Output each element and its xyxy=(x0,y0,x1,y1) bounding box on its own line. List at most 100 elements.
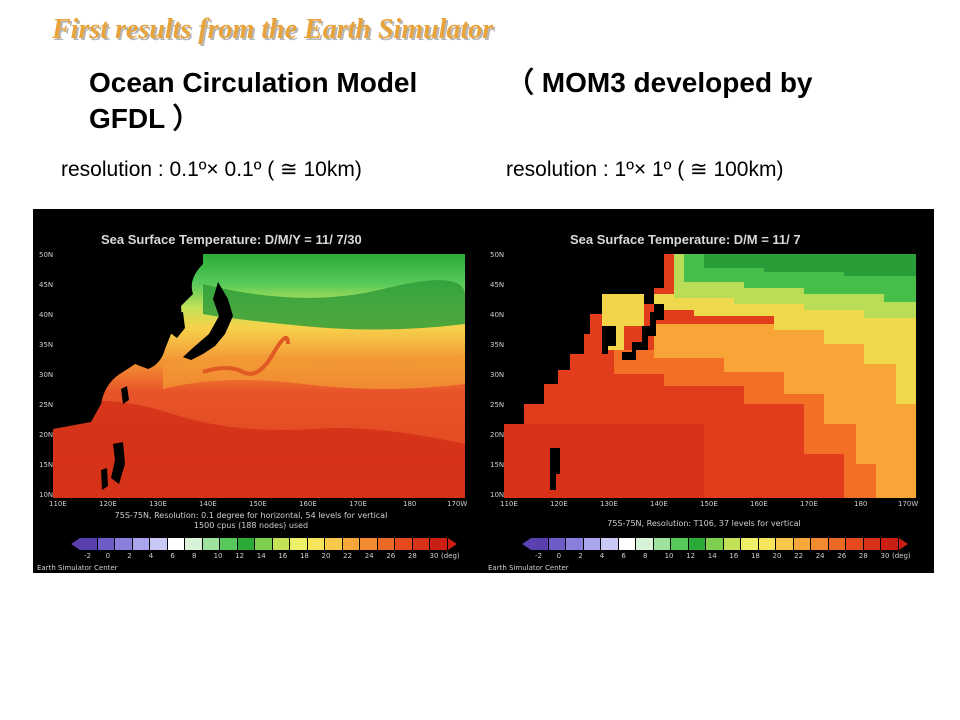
colorbar-tick-label: 20 xyxy=(321,552,331,560)
colorbar-cell xyxy=(601,538,619,550)
left-kuroshio xyxy=(202,335,290,376)
colorbar-tick-label: 24 xyxy=(815,552,825,560)
colorbar-cell xyxy=(255,538,273,550)
right-panel-title: Sea Surface Temperature: D/M = 11/ 7 xyxy=(570,232,801,247)
colorbar-tick-label: 22 xyxy=(343,552,353,560)
lat-tick: 45N xyxy=(490,281,505,289)
colorbar-tick-label: 26 xyxy=(837,552,847,560)
colorbar-cell xyxy=(618,538,636,550)
colorbar-tick-label: 28 xyxy=(858,552,868,560)
colorbar-cell xyxy=(272,538,290,550)
right-band-darkgreen xyxy=(704,254,916,276)
resolution-right: resolution : 1º× 1º ( ≅ 100km) xyxy=(506,158,784,181)
colorbar-tick-label: 14 xyxy=(256,552,266,560)
lat-tick: 35N xyxy=(490,341,505,349)
heading-left: Ocean Circulation Model xyxy=(89,67,418,98)
lon-tick: 130E xyxy=(600,500,618,508)
colorbar-tick-label: 2 xyxy=(127,552,132,560)
colorbar-cell xyxy=(548,538,566,550)
lat-tick: 20N xyxy=(490,431,505,439)
colorbar-tick-label: 18 xyxy=(750,552,760,560)
colorbar-cell xyxy=(566,538,584,550)
colorbar-cell xyxy=(828,538,846,550)
colorbar-cell xyxy=(688,538,706,550)
right-band-yellow xyxy=(654,294,916,404)
colorbar-cell xyxy=(202,538,220,550)
colorbar-tick-label: 26 xyxy=(386,552,396,560)
right-land-asia xyxy=(504,254,664,424)
lon-tick: 150E xyxy=(700,500,718,508)
lat-tick: 25N xyxy=(490,401,505,409)
right-colorbar-arrow-low xyxy=(522,538,531,550)
left-orange-band xyxy=(163,354,465,389)
colorbar-tick-label: 16 xyxy=(729,552,739,560)
right-land-korea xyxy=(602,326,616,354)
lon-tick: 130E xyxy=(149,500,167,508)
colorbar-cell xyxy=(150,538,168,550)
left-colorbar-arrow-low xyxy=(71,538,80,550)
colorbar-cell xyxy=(583,538,601,550)
left-land-japan xyxy=(183,282,233,360)
lon-tick: 140E xyxy=(650,500,668,508)
left-land-korea xyxy=(169,312,185,338)
lat-tick: 45N xyxy=(39,281,54,289)
colorbar-cell xyxy=(741,538,759,550)
lat-tick: 15N xyxy=(490,461,505,469)
colorbar-cell xyxy=(671,538,689,550)
colorbar-cell xyxy=(636,538,654,550)
lon-tick: 180 xyxy=(854,500,868,508)
colorbar-tick-label: 28 xyxy=(407,552,417,560)
colorbar-cell xyxy=(395,538,413,550)
lat-tick: 30N xyxy=(490,371,505,379)
lat-tick: 15N xyxy=(39,461,54,469)
lon-tick: 160E xyxy=(750,500,768,508)
colorbar-tick-label: 4 xyxy=(599,552,605,560)
left-colorbar-arrow-high xyxy=(447,538,457,550)
colorbar-tick-label: -2 xyxy=(84,552,91,560)
colorbar-cell xyxy=(325,538,343,550)
lat-tick: 40N xyxy=(39,311,54,319)
lon-tick: 120E xyxy=(99,500,117,508)
right-colorbar xyxy=(531,538,899,550)
lat-tick: 50N xyxy=(39,251,54,259)
colorbar-cell xyxy=(97,538,115,550)
colorbar-tick-label: 2 xyxy=(578,552,583,560)
left-land-asia xyxy=(53,254,203,429)
colorbar-cell xyxy=(377,538,395,550)
lat-tick: 10N xyxy=(39,491,54,499)
left-colorbar-unit: (deg) xyxy=(441,552,460,560)
colorbar-tick-label: 10 xyxy=(213,552,223,560)
colorbar-tick-label: 8 xyxy=(642,552,648,560)
right-colorbar-unit: (deg) xyxy=(892,552,911,560)
colorbar-cell xyxy=(653,538,671,550)
colorbar-tick-label: 30 xyxy=(880,552,890,560)
colorbar-cell xyxy=(80,538,98,550)
colorbar-tick-label: 10 xyxy=(664,552,674,560)
right-colorbar-labels: -2 0 2 4 6 8 10 12 14 16 18 20 22 24 26 28 30 xyxy=(535,552,902,560)
colorbar-tick-label: 6 xyxy=(621,552,626,560)
left-land-philippines xyxy=(111,442,125,484)
colorbar-cell xyxy=(723,538,741,550)
colorbar-tick-label: 24 xyxy=(364,552,374,560)
left-sst-map xyxy=(53,254,465,498)
left-panel-title: Sea Surface Temperature: D/M/Y = 11/ 7/3… xyxy=(101,232,362,247)
colorbar-tick-label: 22 xyxy=(794,552,804,560)
colorbar-cell xyxy=(342,538,360,550)
lat-tick: 30N xyxy=(39,371,54,379)
colorbar-tick-label: 6 xyxy=(170,552,175,560)
lat-tick: 40N xyxy=(490,311,505,319)
lat-tick: 10N xyxy=(490,491,505,499)
sst-figure: Sea Surface Temperature: D/M/Y = 11/ 7/3… xyxy=(33,209,934,573)
colorbar-tick-label: 12 xyxy=(235,552,245,560)
colorbar-tick-label: 14 xyxy=(707,552,717,560)
right-panel: Sea Surface Temperature: D/M = 11/ 7 50N… xyxy=(484,209,934,573)
colorbar-tick-label: 0 xyxy=(105,552,111,560)
right-caption-1: 75S-75N, Resolution: T106, 37 levels for… xyxy=(607,519,801,528)
left-caption-1: 75S-75N, Resolution: 0.1 degree for hori… xyxy=(114,511,388,520)
left-warm-pool xyxy=(53,400,465,498)
colorbar-tick-label: 12 xyxy=(686,552,696,560)
lon-tick: 170W xyxy=(447,500,468,508)
colorbar-cell xyxy=(793,538,811,550)
heading-line2: GFDL ） xyxy=(89,103,201,134)
colorbar-cell xyxy=(706,538,724,550)
